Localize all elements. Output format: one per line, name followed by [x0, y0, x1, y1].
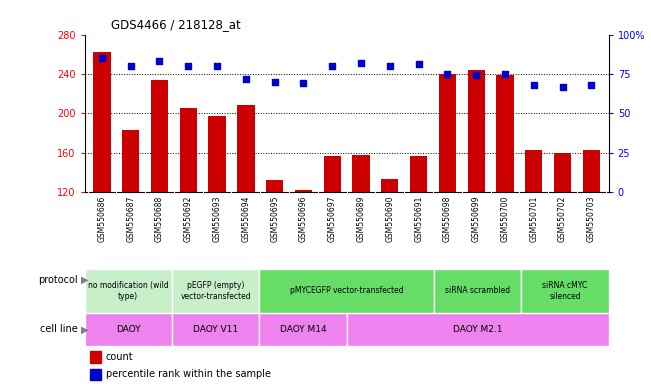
- Bar: [172, 269, 259, 313]
- Text: GSM550695: GSM550695: [270, 196, 279, 242]
- Bar: [208, 116, 226, 192]
- Text: GSM550689: GSM550689: [357, 196, 366, 242]
- Bar: [259, 269, 434, 313]
- Text: GSM550693: GSM550693: [213, 196, 221, 242]
- Text: GSM550702: GSM550702: [558, 196, 567, 242]
- Point: [212, 63, 222, 69]
- Point: [183, 63, 193, 69]
- Bar: [85, 313, 172, 346]
- Point: [327, 63, 337, 69]
- Bar: [381, 179, 398, 192]
- Bar: [151, 80, 168, 192]
- Point: [471, 73, 482, 79]
- Point: [586, 82, 596, 88]
- Bar: [324, 156, 341, 192]
- Bar: [295, 190, 312, 192]
- Text: ▶: ▶: [81, 324, 89, 334]
- Text: count: count: [105, 352, 133, 362]
- Bar: [496, 75, 514, 192]
- Text: DAOY M14: DAOY M14: [280, 325, 326, 334]
- Point: [154, 58, 165, 65]
- Bar: [434, 269, 521, 313]
- Text: GSM550688: GSM550688: [155, 196, 164, 242]
- Text: GSM550692: GSM550692: [184, 196, 193, 242]
- Text: pEGFP (empty)
vector-transfected: pEGFP (empty) vector-transfected: [180, 281, 251, 301]
- Bar: [259, 313, 347, 346]
- Text: GSM550698: GSM550698: [443, 196, 452, 242]
- Bar: [266, 180, 283, 192]
- Point: [298, 80, 309, 86]
- Text: GSM550699: GSM550699: [472, 196, 480, 242]
- Bar: [122, 130, 139, 192]
- Text: GSM550703: GSM550703: [587, 196, 596, 242]
- Bar: [347, 313, 609, 346]
- Point: [500, 71, 510, 77]
- Point: [557, 83, 568, 89]
- Bar: [352, 155, 370, 192]
- Bar: [237, 106, 255, 192]
- Point: [385, 63, 395, 69]
- Text: GSM550694: GSM550694: [242, 196, 251, 242]
- Text: GSM550687: GSM550687: [126, 196, 135, 242]
- Bar: [180, 108, 197, 192]
- Bar: [85, 269, 172, 313]
- Text: GSM550691: GSM550691: [414, 196, 423, 242]
- Bar: [583, 150, 600, 192]
- Point: [413, 61, 424, 68]
- Text: siRNA scrambled: siRNA scrambled: [445, 286, 510, 295]
- Text: percentile rank within the sample: percentile rank within the sample: [105, 369, 271, 379]
- Text: GSM550686: GSM550686: [98, 196, 106, 242]
- Bar: [410, 156, 427, 192]
- Point: [241, 76, 251, 82]
- Bar: [172, 313, 259, 346]
- Text: protocol: protocol: [38, 275, 78, 285]
- Point: [270, 79, 280, 85]
- Bar: [521, 269, 609, 313]
- Text: pMYCEGFP vector-transfected: pMYCEGFP vector-transfected: [290, 286, 404, 295]
- Text: ▶: ▶: [81, 275, 89, 285]
- Text: siRNA cMYC
silenced: siRNA cMYC silenced: [542, 281, 588, 301]
- Text: GSM550697: GSM550697: [327, 196, 337, 242]
- Text: GSM550696: GSM550696: [299, 196, 308, 242]
- Bar: [439, 74, 456, 192]
- Point: [356, 60, 367, 66]
- Point: [529, 82, 539, 88]
- Point: [97, 55, 107, 61]
- Bar: [467, 70, 485, 192]
- Text: no modification (wild
type): no modification (wild type): [88, 281, 169, 301]
- Text: DAOY M2.1: DAOY M2.1: [453, 325, 503, 334]
- Text: DAOY: DAOY: [116, 325, 141, 334]
- Text: GSM550701: GSM550701: [529, 196, 538, 242]
- Text: GDS4466 / 218128_at: GDS4466 / 218128_at: [111, 18, 240, 31]
- Bar: [93, 52, 111, 192]
- Text: cell line: cell line: [40, 324, 78, 334]
- Point: [126, 63, 136, 69]
- Bar: [90, 351, 102, 363]
- Text: GSM550700: GSM550700: [501, 196, 510, 242]
- Bar: [90, 369, 102, 380]
- Point: [442, 71, 452, 77]
- Bar: [554, 153, 572, 192]
- Bar: [525, 150, 542, 192]
- Text: GSM550690: GSM550690: [385, 196, 395, 242]
- Text: DAOY V11: DAOY V11: [193, 325, 238, 334]
